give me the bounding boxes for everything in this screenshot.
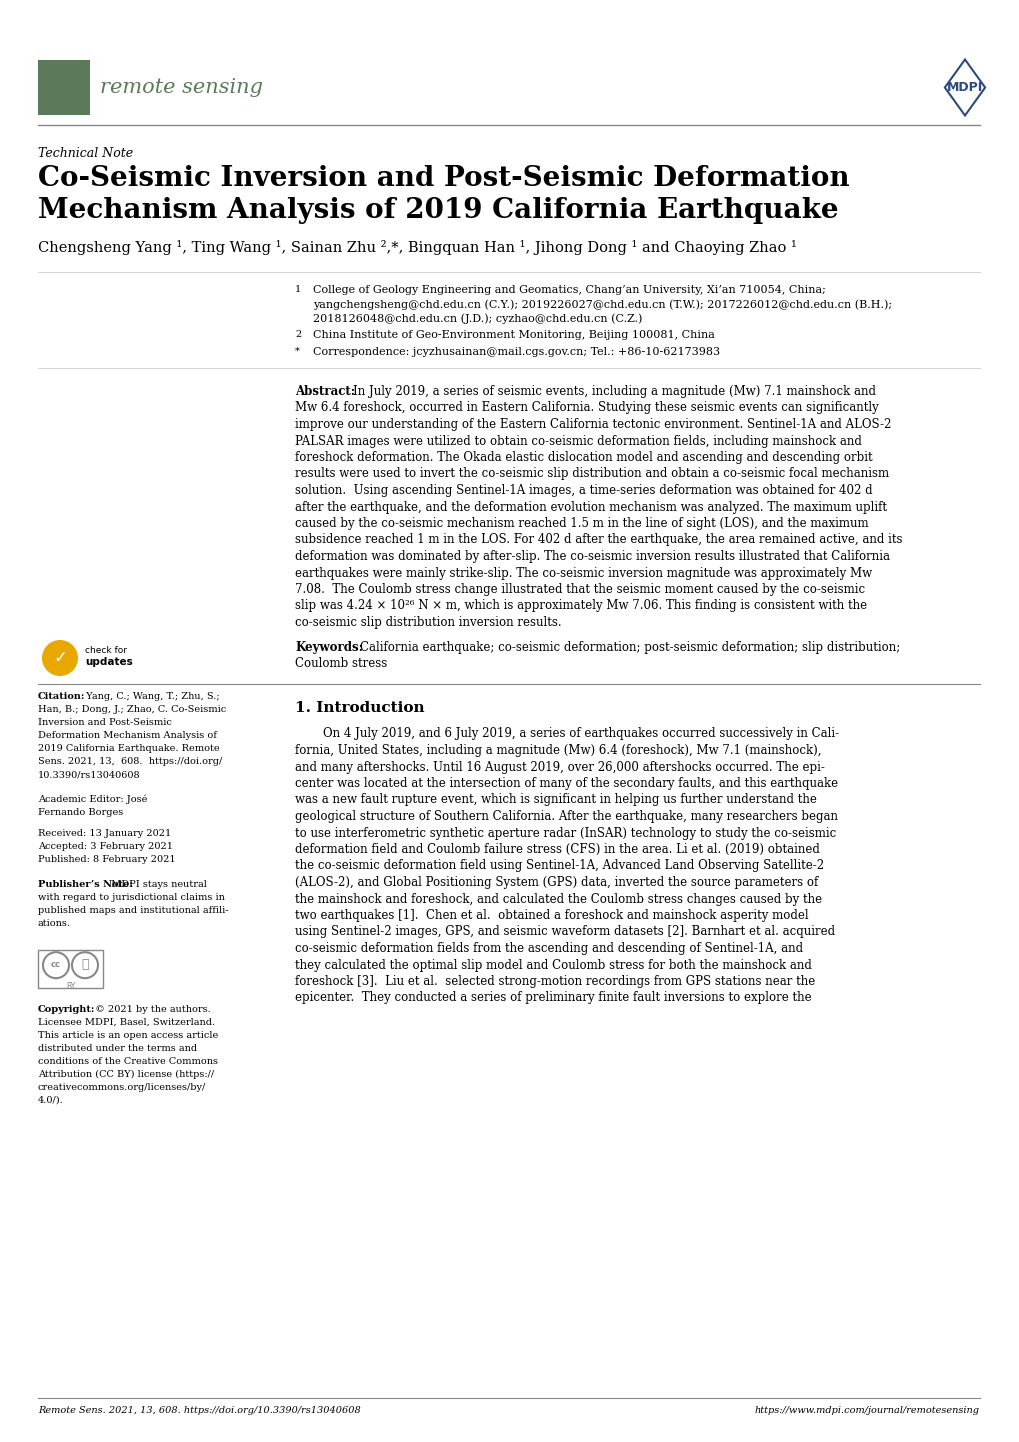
Text: California earthquake; co-seismic deformation; post-seismic deformation; slip di: California earthquake; co-seismic deform… [360, 640, 900, 653]
Text: the mainshock and foreshock, and calculated the Coulomb stress changes caused by: the mainshock and foreshock, and calcula… [294, 893, 821, 906]
Text: MDPI stays neutral: MDPI stays neutral [108, 880, 207, 890]
Text: Coulomb stress: Coulomb stress [294, 658, 387, 671]
Text: ations.: ations. [38, 919, 71, 929]
Text: solution.  Using ascending Sentinel-1A images, a time-series deformation was obt: solution. Using ascending Sentinel-1A im… [294, 485, 872, 497]
Text: deformation was dominated by after-slip. The co-seismic inversion results illust: deformation was dominated by after-slip.… [294, 549, 890, 562]
Text: conditions of the Creative Commons: conditions of the Creative Commons [38, 1057, 218, 1066]
Text: to use interferometric synthetic aperture radar (InSAR) technology to study the : to use interferometric synthetic apertur… [294, 826, 836, 839]
Text: Citation:: Citation: [38, 692, 86, 701]
Text: Copyright:: Copyright: [38, 1005, 96, 1014]
Text: improve our understanding of the Eastern California tectonic environment. Sentin: improve our understanding of the Eastern… [294, 418, 891, 431]
Text: remote sensing: remote sensing [100, 78, 263, 97]
Text: Accepted: 3 February 2021: Accepted: 3 February 2021 [38, 842, 173, 851]
Text: co-seismic slip distribution inversion results.: co-seismic slip distribution inversion r… [294, 616, 561, 629]
Text: ⓑ: ⓑ [82, 957, 89, 970]
Text: deformation field and Coulomb failure stress (CFS) in the area. Li et al. (2019): deformation field and Coulomb failure st… [294, 844, 819, 857]
Text: Co-Seismic Inversion and Post-Seismic Deformation: Co-Seismic Inversion and Post-Seismic De… [38, 164, 849, 192]
Text: Technical Note: Technical Note [38, 147, 133, 160]
Text: 1. Introduction: 1. Introduction [294, 701, 424, 715]
Text: co-seismic deformation fields from the ascending and descending of Sentinel-1A, : co-seismic deformation fields from the a… [294, 942, 802, 955]
Text: subsidence reached 1 m in the LOS. For 402 d after the earthquake, the area rema: subsidence reached 1 m in the LOS. For 4… [294, 534, 902, 547]
Text: 7.08.  The Coulomb stress change illustrated that the seismic moment caused by t: 7.08. The Coulomb stress change illustra… [294, 583, 864, 596]
Text: earthquakes were mainly strike-slip. The co-seismic inversion magnitude was appr: earthquakes were mainly strike-slip. The… [294, 567, 871, 580]
Text: 2019 California Earthquake. Remote: 2019 California Earthquake. Remote [38, 744, 219, 753]
Text: and many aftershocks. Until 16 August 2019, over 26,000 aftershocks occurred. Th: and many aftershocks. Until 16 August 20… [294, 760, 824, 773]
Text: Deformation Mechanism Analysis of: Deformation Mechanism Analysis of [38, 731, 217, 740]
Text: Keywords:: Keywords: [294, 640, 363, 653]
Text: results were used to invert the co-seismic slip distribution and obtain a co-sei: results were used to invert the co-seism… [294, 467, 889, 480]
Text: Licensee MDPI, Basel, Switzerland.: Licensee MDPI, Basel, Switzerland. [38, 1018, 215, 1027]
Text: geological structure of Southern California. After the earthquake, many research: geological structure of Southern Califor… [294, 810, 838, 823]
Text: © 2021 by the authors.: © 2021 by the authors. [92, 1005, 211, 1014]
Text: creativecommons.org/licenses/by/: creativecommons.org/licenses/by/ [38, 1083, 206, 1092]
Text: This article is an open access article: This article is an open access article [38, 1031, 218, 1040]
Text: Chengsheng Yang ¹, Ting Wang ¹, Sainan Zhu ²,*, Bingquan Han ¹, Jihong Dong ¹ an: Chengsheng Yang ¹, Ting Wang ¹, Sainan Z… [38, 239, 796, 255]
Text: On 4 July 2019, and 6 July 2019, a series of earthquakes occurred successively i: On 4 July 2019, and 6 July 2019, a serie… [323, 728, 839, 741]
Text: Academic Editor: José: Academic Editor: José [38, 795, 147, 805]
Text: published maps and institutional affili-: published maps and institutional affili- [38, 906, 228, 916]
Text: *: * [294, 348, 300, 356]
Text: updates: updates [85, 658, 132, 668]
Text: 1: 1 [294, 286, 301, 294]
Text: 4.0/).: 4.0/). [38, 1096, 63, 1105]
Text: Remote Sens. 2021, 13, 608. https://doi.org/10.3390/rs13040608: Remote Sens. 2021, 13, 608. https://doi.… [38, 1406, 361, 1415]
FancyBboxPatch shape [38, 61, 90, 115]
Text: 2018126048@chd.edu.cn (J.D.); cyzhao@chd.edu.cn (C.Z.): 2018126048@chd.edu.cn (J.D.); cyzhao@chd… [313, 313, 642, 323]
Text: Correspondence: jcyzhusainan@mail.cgs.gov.cn; Tel.: +86-10-62173983: Correspondence: jcyzhusainan@mail.cgs.go… [313, 348, 719, 358]
Text: two earthquakes [1].  Chen et al.  obtained a foreshock and mainshock asperity m: two earthquakes [1]. Chen et al. obtaine… [294, 908, 808, 921]
Text: after the earthquake, and the deformation evolution mechanism was analyzed. The : after the earthquake, and the deformatio… [294, 500, 887, 513]
Text: 2: 2 [294, 330, 301, 339]
Text: Published: 8 February 2021: Published: 8 February 2021 [38, 855, 175, 864]
Text: with regard to jurisdictional claims in: with regard to jurisdictional claims in [38, 893, 224, 903]
Text: yangchengsheng@chd.edu.cn (C.Y.); 2019226027@chd.edu.cn (T.W.); 2017226012@chd.e: yangchengsheng@chd.edu.cn (C.Y.); 201922… [313, 298, 892, 310]
Text: MDPI: MDPI [946, 81, 982, 94]
Text: Abstract:: Abstract: [294, 385, 355, 398]
Text: they calculated the optimal slip model and Coulomb stress for both the mainshock: they calculated the optimal slip model a… [294, 959, 811, 972]
Text: In July 2019, a series of seismic events, including a magnitude (Mw) 7.1 mainsho: In July 2019, a series of seismic events… [353, 385, 875, 398]
Text: College of Geology Engineering and Geomatics, Chang’an University, Xi’an 710054,: College of Geology Engineering and Geoma… [313, 286, 825, 296]
Text: Sens. 2021, 13,  608.  https://doi.org/: Sens. 2021, 13, 608. https://doi.org/ [38, 757, 222, 766]
Text: China Institute of Geo-Environment Monitoring, Beijing 100081, China: China Institute of Geo-Environment Monit… [313, 330, 714, 340]
Text: Mw 6.4 foreshock, occurred in Eastern California. Studying these seismic events : Mw 6.4 foreshock, occurred in Eastern Ca… [294, 401, 878, 414]
Text: BY: BY [66, 982, 75, 991]
Text: caused by the co-seismic mechanism reached 1.5 m in the line of sight (LOS), and: caused by the co-seismic mechanism reach… [294, 518, 868, 531]
Text: the co-seismic deformation field using Sentinel-1A, Advanced Land Observing Sate: the co-seismic deformation field using S… [294, 859, 823, 872]
Text: check for: check for [85, 646, 127, 655]
Text: Received: 13 January 2021: Received: 13 January 2021 [38, 829, 171, 838]
Text: ✓: ✓ [53, 649, 67, 668]
Text: Fernando Borges: Fernando Borges [38, 808, 123, 818]
Text: https://www.mdpi.com/journal/remotesensing: https://www.mdpi.com/journal/remotesensi… [754, 1406, 979, 1415]
Text: foreshock [3].  Liu et al.  selected strong-motion recordings from GPS stations : foreshock [3]. Liu et al. selected stron… [294, 975, 814, 988]
Text: Attribution (CC BY) license (https://: Attribution (CC BY) license (https:// [38, 1070, 214, 1079]
Text: PALSAR images were utilized to obtain co-seismic deformation fields, including m: PALSAR images were utilized to obtain co… [294, 434, 861, 447]
Text: Yang, C.; Wang, T.; Zhu, S.;: Yang, C.; Wang, T.; Zhu, S.; [83, 692, 219, 701]
Circle shape [42, 640, 77, 676]
Text: Han, B.; Dong, J.; Zhao, C. Co-Seismic: Han, B.; Dong, J.; Zhao, C. Co-Seismic [38, 705, 226, 714]
Text: (ALOS-2), and Global Positioning System (GPS) data, inverted the source paramete: (ALOS-2), and Global Positioning System … [294, 875, 817, 890]
Text: was a new fault rupture event, which is significant in helping us further unders: was a new fault rupture event, which is … [294, 793, 816, 806]
Text: cc: cc [51, 960, 61, 969]
Text: Mechanism Analysis of 2019 California Earthquake: Mechanism Analysis of 2019 California Ea… [38, 198, 838, 224]
Text: foreshock deformation. The Okada elastic dislocation model and ascending and des: foreshock deformation. The Okada elastic… [294, 451, 872, 464]
Text: fornia, United States, including a magnitude (Mw) 6.4 (foreshock), Mw 7.1 (mains: fornia, United States, including a magni… [294, 744, 820, 757]
Text: using Sentinel-2 images, GPS, and seismic waveform datasets [2]. Barnhart et al.: using Sentinel-2 images, GPS, and seismi… [294, 926, 835, 939]
Text: slip was 4.24 × 10²⁶ N × m, which is approximately Mw 7.06. This finding is cons: slip was 4.24 × 10²⁶ N × m, which is app… [294, 600, 866, 613]
Text: 10.3390/rs13040608: 10.3390/rs13040608 [38, 770, 141, 779]
Text: Inversion and Post-Seismic: Inversion and Post-Seismic [38, 718, 172, 727]
Text: epicenter.  They conducted a series of preliminary finite fault inversions to ex: epicenter. They conducted a series of pr… [294, 992, 811, 1005]
Text: center was located at the intersection of many of the secondary faults, and this: center was located at the intersection o… [294, 777, 838, 790]
Text: Publisher’s Note:: Publisher’s Note: [38, 880, 132, 890]
Text: distributed under the terms and: distributed under the terms and [38, 1044, 197, 1053]
